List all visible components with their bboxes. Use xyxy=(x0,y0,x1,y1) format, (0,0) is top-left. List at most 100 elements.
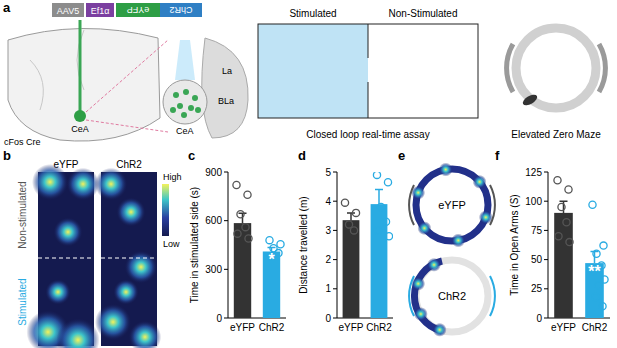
label: ChR2 xyxy=(169,5,192,15)
data-point xyxy=(385,233,392,240)
label: CeA xyxy=(176,126,194,136)
brain-contour xyxy=(30,30,84,110)
panel-label: d xyxy=(298,148,306,163)
panel-label: c xyxy=(188,148,195,163)
label: eYFP xyxy=(438,199,466,211)
neuron xyxy=(195,107,201,113)
y-tick xyxy=(544,259,548,260)
data-point xyxy=(592,293,599,300)
y-tick xyxy=(544,172,548,173)
data-point xyxy=(341,199,348,206)
y-tick xyxy=(333,259,337,260)
zone-divider xyxy=(101,258,157,259)
label: AAV5 xyxy=(57,6,79,16)
neuron xyxy=(183,89,189,95)
y-axis xyxy=(228,172,229,318)
error-bar xyxy=(347,213,355,220)
data-point xyxy=(595,282,602,289)
y-tick xyxy=(224,172,228,173)
data-point xyxy=(377,203,384,210)
label: CeA xyxy=(71,124,89,134)
label: 5 xyxy=(325,167,331,178)
y-tick xyxy=(333,201,337,202)
label: eYFP xyxy=(551,322,576,333)
neuron xyxy=(192,95,198,101)
label: ChR2 xyxy=(259,322,285,333)
y-tick xyxy=(544,230,548,231)
neuron xyxy=(170,107,176,113)
label: eYFP xyxy=(127,5,150,15)
label: Stimulated xyxy=(289,8,336,19)
heat-blob xyxy=(414,307,428,321)
data-point xyxy=(245,235,252,242)
optic-fiber xyxy=(79,20,82,112)
light-cone xyxy=(175,40,195,80)
bar xyxy=(234,223,251,318)
heat-blob xyxy=(433,323,447,337)
divider xyxy=(368,24,369,118)
label: 1 xyxy=(325,283,331,294)
label: Non-stimulated xyxy=(17,181,28,248)
plot-area xyxy=(554,177,608,318)
y-axis xyxy=(548,172,549,318)
label: 0 xyxy=(216,313,222,324)
panel-label: e xyxy=(398,148,405,163)
y-tick xyxy=(333,288,337,289)
label: Low xyxy=(163,239,180,249)
closed-arm xyxy=(490,276,495,316)
label: BLa xyxy=(218,96,234,106)
heat-blob xyxy=(56,318,99,348)
data-point xyxy=(275,250,282,257)
heat-blob xyxy=(117,198,146,227)
heat-blob xyxy=(129,321,161,348)
neuron xyxy=(177,103,183,109)
heat-blob xyxy=(45,279,70,304)
data-point xyxy=(233,181,240,188)
data-point xyxy=(599,303,606,310)
label: cFos Cre xyxy=(4,137,41,147)
arena xyxy=(258,24,478,118)
label: 2 xyxy=(325,254,331,265)
label: ChR2 xyxy=(366,322,392,333)
label: Time in Open Arms (S) xyxy=(509,194,520,295)
data-point xyxy=(374,227,381,234)
opsin-box xyxy=(160,3,202,17)
y-tick xyxy=(224,318,228,319)
data-point xyxy=(565,186,572,193)
label: High xyxy=(163,172,182,182)
zoom-lines xyxy=(86,40,168,132)
injection-site xyxy=(74,110,86,122)
data-point xyxy=(600,242,607,249)
y-tick xyxy=(333,318,337,319)
y-tick xyxy=(333,172,337,173)
maze-heatmap xyxy=(416,169,488,241)
data-point xyxy=(593,250,600,257)
closed-arm xyxy=(490,185,495,225)
data-point xyxy=(244,191,251,198)
label: 125 xyxy=(525,167,542,178)
label: Closed loop real-time assay xyxy=(306,129,429,140)
heat-blob xyxy=(427,258,441,272)
heat-blob xyxy=(54,218,83,247)
promoter-box xyxy=(86,3,114,17)
data-point xyxy=(601,276,608,283)
label: La xyxy=(222,66,232,76)
bar xyxy=(343,220,360,318)
data-point xyxy=(266,237,273,244)
y-tick xyxy=(544,288,548,289)
data-point xyxy=(350,227,357,234)
label: ChR2 xyxy=(116,159,142,170)
heat-blob xyxy=(113,279,138,304)
data-point xyxy=(589,201,596,208)
label: eYFP xyxy=(230,322,255,333)
label: 300 xyxy=(205,264,222,275)
label: Time in stimulated side (s) xyxy=(189,187,200,303)
heat-blob xyxy=(95,168,127,200)
heat-blob xyxy=(439,163,453,177)
label: Ef1α xyxy=(91,6,110,16)
label: ** xyxy=(588,263,601,280)
amygdala-shape xyxy=(202,38,248,138)
bar xyxy=(371,204,388,318)
data-point xyxy=(555,233,562,240)
reporter-box xyxy=(116,3,160,17)
